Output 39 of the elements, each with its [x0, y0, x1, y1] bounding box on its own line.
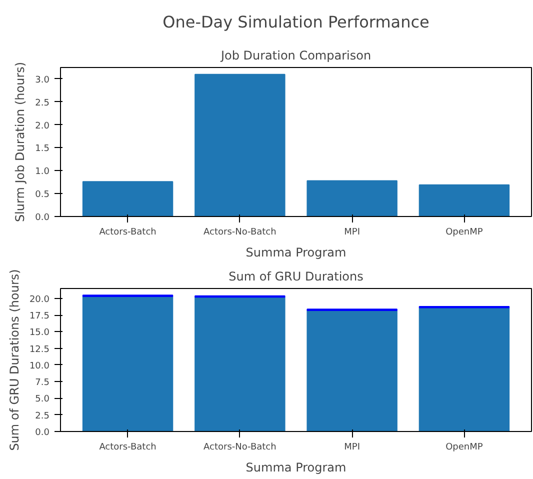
y-tick-label: 7.5 — [35, 378, 50, 388]
y-tick-label: 12.5 — [29, 344, 50, 355]
chart-title: One-Day Simulation Performance — [162, 12, 430, 32]
bar — [194, 74, 286, 216]
x-tick-label: Actors-Batch — [99, 442, 156, 452]
y-tick-label: 17.5 — [29, 312, 50, 322]
bar — [306, 180, 398, 216]
y-tick-label: 3.0 — [35, 75, 50, 86]
y-tick-label: 1.0 — [35, 167, 50, 178]
x-tick-label: Actors-No-Batch — [204, 228, 276, 238]
bar — [418, 184, 510, 216]
y-tick-label: 0.0 — [35, 213, 50, 223]
bar — [194, 296, 286, 432]
chart-subtitle: Job Duration Comparison — [220, 48, 372, 62]
y-tick-label: 10.0 — [29, 361, 50, 372]
y-tick-label: 2.5 — [35, 98, 50, 108]
x-tick-label: MPI — [344, 228, 360, 238]
y-tick-label: 0.0 — [35, 428, 50, 438]
x-tick-label: Actors-No-Batch — [204, 442, 276, 452]
bar — [418, 307, 510, 432]
y-tick-label: 0.5 — [35, 190, 50, 200]
x-tick-label: OpenMP — [446, 442, 484, 452]
chart-subtitle: Sum of GRU Durations — [228, 270, 364, 284]
bar — [82, 296, 174, 432]
x-tick-label: OpenMP — [446, 228, 484, 238]
y-tick-label: 15.0 — [29, 328, 50, 338]
x-axis-title: Summa Program — [246, 246, 346, 260]
y-tick-label: 5.0 — [35, 394, 50, 405]
y-tick-label: 1.5 — [35, 144, 50, 154]
x-tick-label: Actors-Batch — [99, 228, 156, 238]
x-axis-title: Summa Program — [246, 460, 346, 474]
y-tick-label: 20.0 — [29, 294, 50, 305]
y-axis-title: Sum of GRU Durations (hours) — [7, 269, 22, 451]
bar — [82, 181, 174, 216]
x-tick-label: MPI — [344, 442, 360, 452]
y-tick-label: 2.5 — [35, 411, 50, 422]
y-tick-label: 2.0 — [35, 121, 50, 132]
bar — [306, 310, 398, 432]
y-axis-title: Slurm Job Duration (hours) — [13, 62, 28, 222]
